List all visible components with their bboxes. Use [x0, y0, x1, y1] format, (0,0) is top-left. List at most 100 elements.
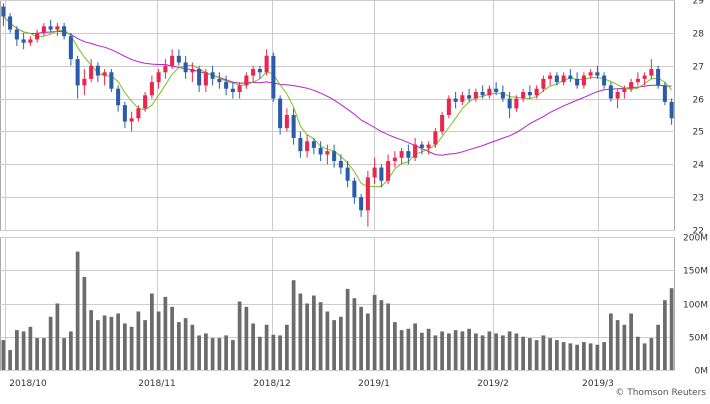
- candle-body: [89, 65, 94, 79]
- volume-tick-label: 100M: [683, 301, 708, 311]
- price-tick-label: 24: [693, 161, 705, 171]
- price-tick-label: 26: [693, 96, 705, 106]
- volume-bar: [609, 313, 613, 370]
- volume-bar: [170, 306, 174, 370]
- candlesticks: [1, 3, 674, 227]
- volume-bar: [636, 336, 640, 370]
- volume-bar: [453, 330, 458, 370]
- volume-bar: [460, 331, 465, 370]
- candle-body: [581, 75, 586, 86]
- candle-body: [372, 167, 377, 178]
- candle-body: [588, 72, 593, 76]
- candle-body: [608, 85, 613, 99]
- candle-body: [244, 75, 249, 86]
- x-tick-label: 2018/12: [253, 379, 290, 389]
- candle-body: [116, 88, 121, 106]
- candle-body: [649, 69, 654, 76]
- candle-body: [190, 69, 195, 73]
- volume-bar: [96, 320, 100, 370]
- candle-body: [359, 197, 364, 211]
- volume-bar: [15, 330, 19, 370]
- candle-body: [514, 98, 519, 109]
- candle-body: [365, 177, 370, 211]
- candle-body: [575, 78, 580, 86]
- candle-body: [413, 144, 418, 158]
- x-tick-label: 2019/1: [358, 379, 390, 389]
- candle-body: [183, 62, 188, 73]
- volume-bar: [318, 302, 323, 370]
- volume-bar: [440, 331, 444, 370]
- candle-body: [554, 75, 559, 83]
- volume-bar: [298, 293, 303, 370]
- volume-bar: [372, 294, 377, 370]
- volume-bar: [264, 324, 269, 370]
- volume-bar: [345, 288, 350, 370]
- candle-body: [662, 85, 667, 102]
- candle-body: [149, 82, 154, 96]
- credit-text: © Thomson Reuters: [615, 388, 706, 398]
- volume-bar: [629, 313, 633, 370]
- volume-bar: [379, 300, 384, 370]
- volume-bar: [602, 342, 606, 370]
- candle-body: [305, 141, 310, 152]
- candle-body: [230, 88, 235, 92]
- candle-body: [163, 65, 168, 73]
- candle-body: [500, 92, 505, 99]
- candle-body: [480, 92, 485, 96]
- volume-bar: [555, 340, 559, 370]
- candle-body: [311, 141, 316, 148]
- volume-bar: [420, 332, 424, 370]
- volume-bar: [507, 331, 512, 370]
- candle-body: [224, 82, 229, 89]
- volume-bar: [386, 303, 390, 370]
- volume-bar: [339, 316, 343, 370]
- volume-bar: [75, 251, 80, 370]
- candle-body: [35, 32, 40, 40]
- candle-body: [453, 98, 458, 102]
- volume-bar: [177, 322, 181, 370]
- volume-bar: [332, 320, 336, 370]
- candle-body: [109, 72, 114, 89]
- candle-body: [318, 147, 323, 155]
- candle-body: [534, 88, 539, 96]
- volume-bar: [82, 276, 87, 370]
- volume-bar: [190, 324, 195, 370]
- price-tick-label: 29: [693, 0, 705, 7]
- candle-body: [48, 26, 53, 30]
- candle-body: [102, 72, 107, 76]
- candle-body: [28, 39, 33, 43]
- volume-bar: [231, 340, 235, 370]
- candle-body: [602, 75, 607, 86]
- ma-long-line: [3, 16, 672, 156]
- volume-bar: [1, 340, 6, 370]
- x-tick-label: 2019/3: [582, 379, 614, 389]
- volume-bar: [35, 338, 39, 370]
- volume-bar: [258, 336, 262, 370]
- candle-body: [433, 131, 438, 145]
- volume-bar: [28, 326, 33, 370]
- candle-body: [62, 26, 67, 37]
- volume-bar: [163, 296, 168, 370]
- candle-body: [386, 161, 391, 181]
- volume-bar: [352, 298, 357, 370]
- volume-bar: [291, 280, 296, 370]
- candle-body: [75, 59, 80, 86]
- volume-tick-label: 200M: [683, 234, 708, 244]
- candle-body: [217, 78, 222, 83]
- candle-body: [176, 55, 181, 63]
- axis-labels: 22 23 24 25 26 27 28 29 0M 50M 100M 150M 200M 2018/10…: [9, 0, 708, 389]
- candle-body: [345, 167, 350, 181]
- candle-body: [494, 88, 499, 92]
- volume-bar: [156, 311, 161, 370]
- volume-bar: [325, 311, 330, 370]
- candle-body: [237, 85, 242, 92]
- candle-body: [82, 78, 87, 86]
- candle-body: [291, 115, 296, 138]
- candle-body: [568, 75, 573, 79]
- volume-bar: [136, 311, 141, 370]
- volume-bar: [433, 335, 438, 370]
- price-tick-label: 28: [693, 30, 705, 40]
- volume-bar: [588, 343, 593, 370]
- volume-bar: [109, 316, 114, 370]
- volume-bar: [447, 333, 451, 370]
